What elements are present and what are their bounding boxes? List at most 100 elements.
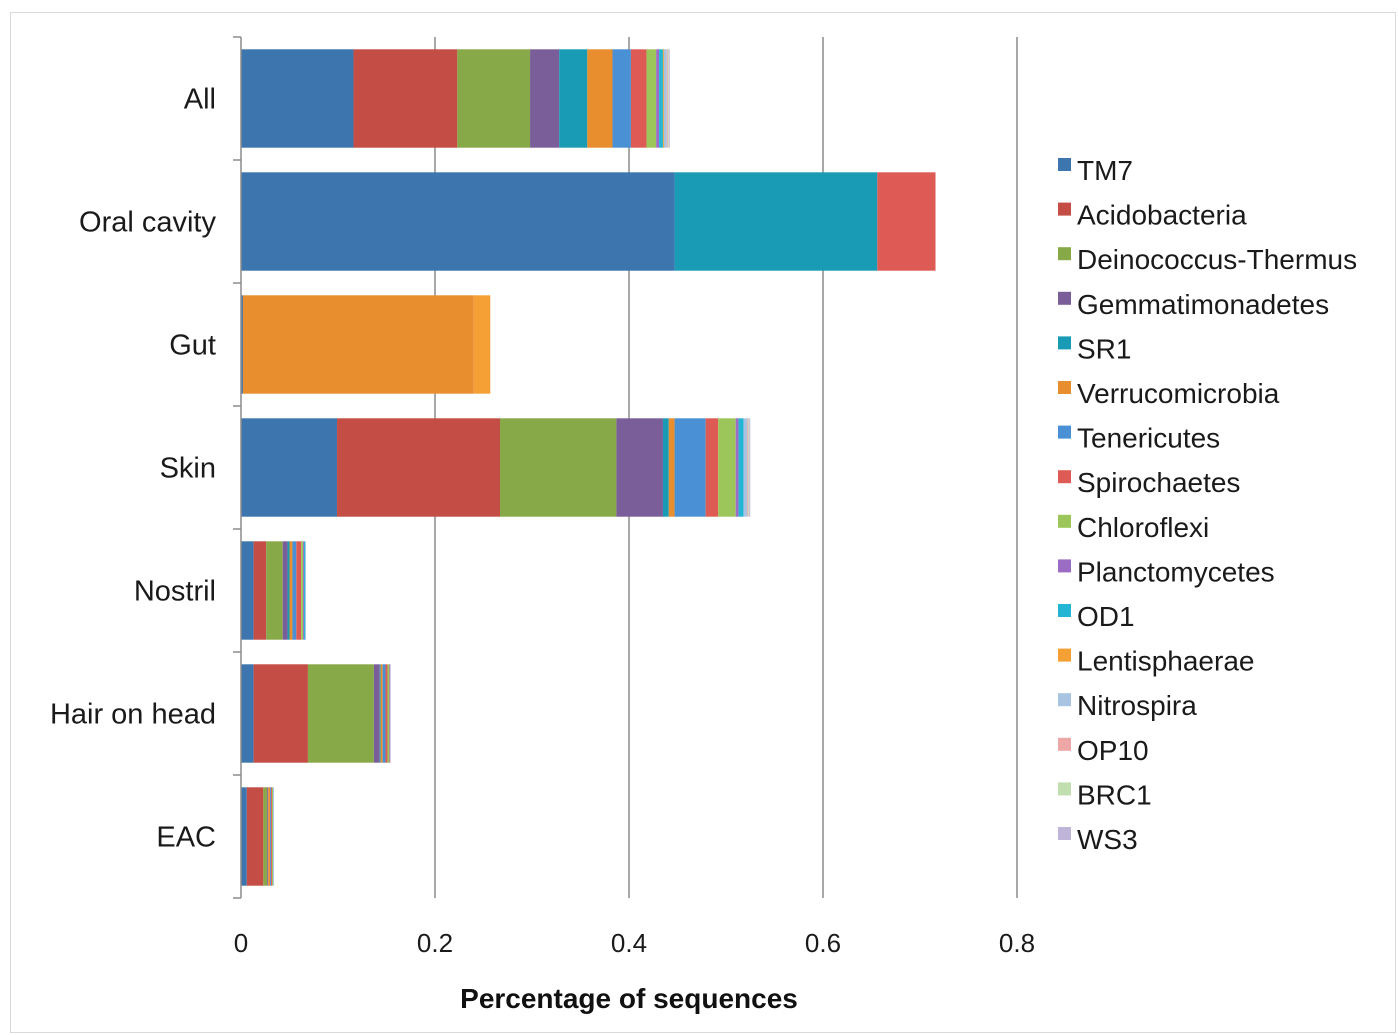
legend: TM7 Acidobacteria Deinococcus-Thermus Gemma… (1058, 155, 1357, 855)
bar-segment (674, 418, 706, 517)
bar-segment (304, 541, 306, 640)
legend-swatch (1058, 425, 1071, 439)
legend-label: Spirochaetes (1077, 467, 1240, 498)
axes (233, 36, 242, 899)
bar-segment (387, 664, 390, 763)
bar-segment (266, 541, 283, 640)
bar-segment (301, 541, 304, 640)
legend-label: Chloroflexi (1077, 512, 1209, 543)
bar-segment (292, 541, 297, 640)
category-label: All (184, 84, 216, 116)
legend-label: Planctomycetes (1077, 556, 1275, 587)
bar-segment (268, 787, 271, 886)
bar-segment (457, 49, 531, 148)
bar-segment (253, 664, 308, 763)
bar-segment (674, 172, 878, 271)
bar-segment (253, 541, 267, 640)
bar-segment (747, 418, 749, 517)
bar-segment (241, 787, 247, 886)
bar-segment (337, 418, 500, 517)
bar-segment (267, 787, 269, 886)
legend-label: SR1 (1077, 333, 1131, 364)
legend-swatch (1058, 247, 1071, 261)
bar-segment (668, 49, 670, 148)
legend-swatch (1058, 737, 1071, 751)
category-label: Hair on head (50, 699, 216, 731)
legend-swatch (1058, 381, 1071, 394)
legend-swatch (1058, 648, 1071, 662)
bar-segment (668, 418, 675, 517)
bar-segment (659, 49, 663, 148)
category-labels: All Oral cavity Gut Skin Nostril Hair on head… (50, 84, 217, 854)
legend-swatch (1058, 827, 1071, 840)
bar-segment (749, 418, 751, 517)
bar-segment (282, 541, 288, 640)
x-tick-label: 0 (234, 928, 248, 958)
category-label: Nostril (134, 576, 216, 608)
bar-segment (373, 664, 380, 763)
bar-segment (705, 418, 719, 517)
bar-segment (662, 418, 669, 517)
legend-label: OD1 (1077, 601, 1135, 632)
bar-segment (718, 418, 736, 517)
bars (241, 49, 936, 886)
bar-segment (748, 418, 750, 517)
bar-segment (241, 172, 675, 271)
category-label: Gut (169, 330, 216, 362)
bar-segment (616, 418, 663, 517)
x-tick-label: 0.6 (805, 928, 841, 958)
bar-segment (307, 664, 374, 763)
bar-segment (382, 664, 386, 763)
bar-segment (587, 49, 613, 148)
bar-segment (271, 787, 273, 886)
legend-swatch (1058, 514, 1071, 528)
bar-segment (242, 295, 474, 394)
legend-swatch (1058, 470, 1071, 484)
bar-segment (246, 787, 264, 886)
legend-swatch (1058, 693, 1071, 707)
bar-segment (646, 49, 657, 148)
bar-segment (241, 418, 338, 517)
legend-label: BRC1 (1077, 779, 1152, 810)
legend-label: Tenericutes (1077, 423, 1220, 454)
bar-segment (273, 787, 274, 886)
bar-segment (353, 49, 458, 148)
x-axis-title: Percentage of sequences (460, 983, 798, 1014)
legend-swatch (1058, 559, 1071, 573)
bar-segment (530, 49, 560, 148)
legend-label: Verrucomicrobia (1077, 378, 1280, 409)
legend-swatch (1058, 158, 1071, 171)
bar-segment (389, 664, 391, 763)
bar-segment (263, 787, 268, 886)
category-label: EAC (156, 822, 216, 854)
legend-label: TM7 (1077, 155, 1133, 186)
bar-segment (735, 418, 739, 517)
bar-segment (241, 49, 354, 148)
x-tick-labels: 0 0.2 0.4 0.6 0.8 (234, 928, 1035, 958)
bar-segment (379, 664, 381, 763)
legend-swatch (1058, 336, 1071, 350)
bar-segment (272, 787, 274, 886)
x-tick-label: 0.2 (417, 928, 453, 958)
bar-segment (241, 295, 243, 394)
category-label: Oral cavity (79, 207, 216, 239)
bar-segment (656, 49, 660, 148)
bar-segment (296, 541, 302, 640)
bar-segment (630, 49, 647, 148)
legend-label: WS3 (1077, 824, 1138, 855)
bar-segment (385, 664, 388, 763)
bar-segment (473, 295, 491, 394)
bar-segment (287, 541, 290, 640)
x-tick-label: 0.4 (611, 928, 647, 958)
bar-segment (241, 664, 254, 763)
bar-segment (289, 541, 293, 640)
category-label: Skin (160, 453, 216, 485)
bar-segment (662, 49, 664, 148)
legend-label: Nitrospira (1077, 690, 1197, 721)
bar-segment (667, 49, 669, 148)
x-tick-label: 0.8 (999, 928, 1035, 958)
legend-label: Lentisphaerae (1077, 646, 1254, 677)
bar-segment (305, 541, 306, 640)
legend-label: Deinococcus-Thermus (1077, 244, 1357, 275)
